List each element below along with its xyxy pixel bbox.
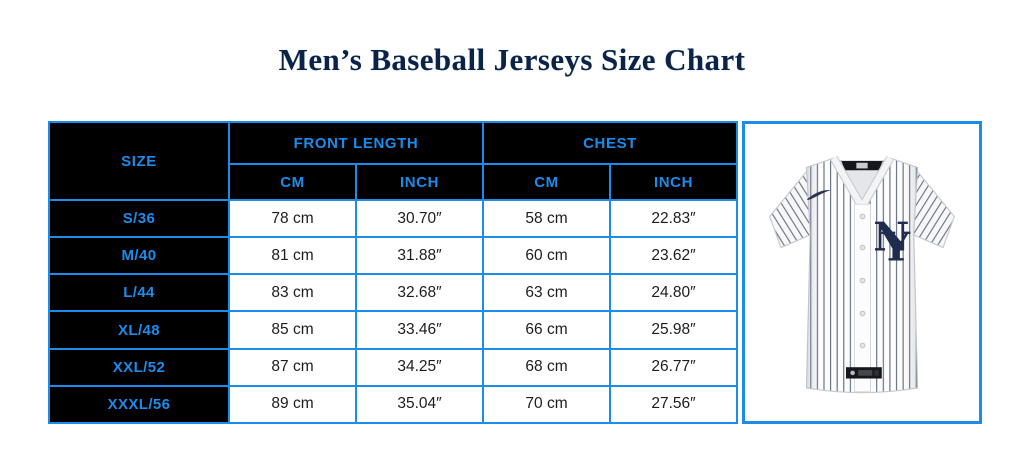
size-label: S/36: [48, 198, 230, 239]
yankees-jersey-image: N Y: [769, 155, 955, 393]
front-length-cm-value: 85 cm: [228, 310, 357, 350]
chest-cm-value: 60 cm: [482, 236, 612, 276]
size-label: XL/48: [48, 310, 230, 350]
size-label: M/40: [48, 236, 230, 276]
front-length-inch-value: 35.04″: [354, 384, 485, 425]
front-length-cm-value: 81 cm: [228, 236, 357, 276]
chest-inch-header: INCH: [609, 163, 739, 201]
front-length-inch-value: 30.70″: [354, 198, 485, 239]
svg-text:Y: Y: [881, 224, 911, 270]
size-column-header: SIZE: [48, 121, 230, 201]
svg-text:N: N: [873, 214, 909, 260]
nike-swoosh-icon: [807, 189, 831, 200]
chest-inch-value: 23.62″: [609, 236, 739, 276]
table-row: S/36 78 cm 30.70″ 58 cm 22.83″: [48, 198, 739, 239]
size-label: XXL/52: [48, 347, 230, 387]
chest-inch-value: 24.80″: [609, 273, 739, 313]
chest-inch-value: 26.77″: [609, 347, 739, 387]
front-length-inch-value: 31.88″: [354, 236, 485, 276]
chest-cm-value: 66 cm: [482, 310, 612, 350]
chest-inch-value: 25.98″: [609, 310, 739, 350]
front-length-cm-header: CM: [228, 163, 357, 201]
chest-cm-value: 58 cm: [482, 198, 612, 239]
chest-cm-value: 70 cm: [482, 384, 612, 425]
chest-inch-value: 22.83″: [609, 198, 739, 239]
chest-cm-value: 63 cm: [482, 273, 612, 313]
table-row: M/40 81 cm 31.88″ 60 cm 23.62″: [48, 236, 739, 276]
table-row: XXXL/56 89 cm 35.04″ 70 cm 27.56″: [48, 384, 739, 425]
jersey-placket: [853, 203, 871, 392]
size-label: XXXL/56: [48, 384, 230, 425]
front-length-group-header: FRONT LENGTH: [227, 121, 485, 165]
jersey-image-panel: N Y: [742, 121, 982, 424]
front-length-cm-value: 89 cm: [228, 384, 357, 425]
table-row: XL/48 85 cm 33.46″ 66 cm 25.98″: [48, 310, 739, 350]
chest-group-header: CHEST: [482, 121, 739, 165]
jersey-jock-tag: [845, 366, 882, 379]
chest-inch-value: 27.56″: [609, 384, 739, 425]
chest-cm-header: CM: [482, 163, 612, 201]
front-length-cm-value: 78 cm: [228, 198, 357, 239]
front-length-cm-value: 83 cm: [228, 273, 357, 313]
table-row: XXL/52 87 cm 34.25″ 68 cm 26.77″: [48, 347, 739, 387]
front-length-inch-value: 32.68″: [354, 273, 485, 313]
ny-logo: N Y: [873, 214, 910, 270]
size-chart-table: SIZE FRONT LENGTH CHEST CM INCH CM INCH …: [48, 121, 739, 425]
content-area: SIZE FRONT LENGTH CHEST CM INCH CM INCH …: [48, 121, 982, 425]
front-length-inch-value: 34.25″: [354, 347, 485, 387]
size-label: L/44: [48, 273, 230, 313]
table-row: L/44 83 cm 32.68″ 63 cm 24.80″: [48, 273, 739, 313]
front-length-cm-value: 87 cm: [228, 347, 357, 387]
chest-cm-value: 68 cm: [482, 347, 612, 387]
front-length-inch-value: 33.46″: [354, 310, 485, 350]
page-title: Men’s Baseball Jerseys Size Chart: [278, 42, 746, 77]
front-length-inch-header: INCH: [354, 163, 485, 201]
